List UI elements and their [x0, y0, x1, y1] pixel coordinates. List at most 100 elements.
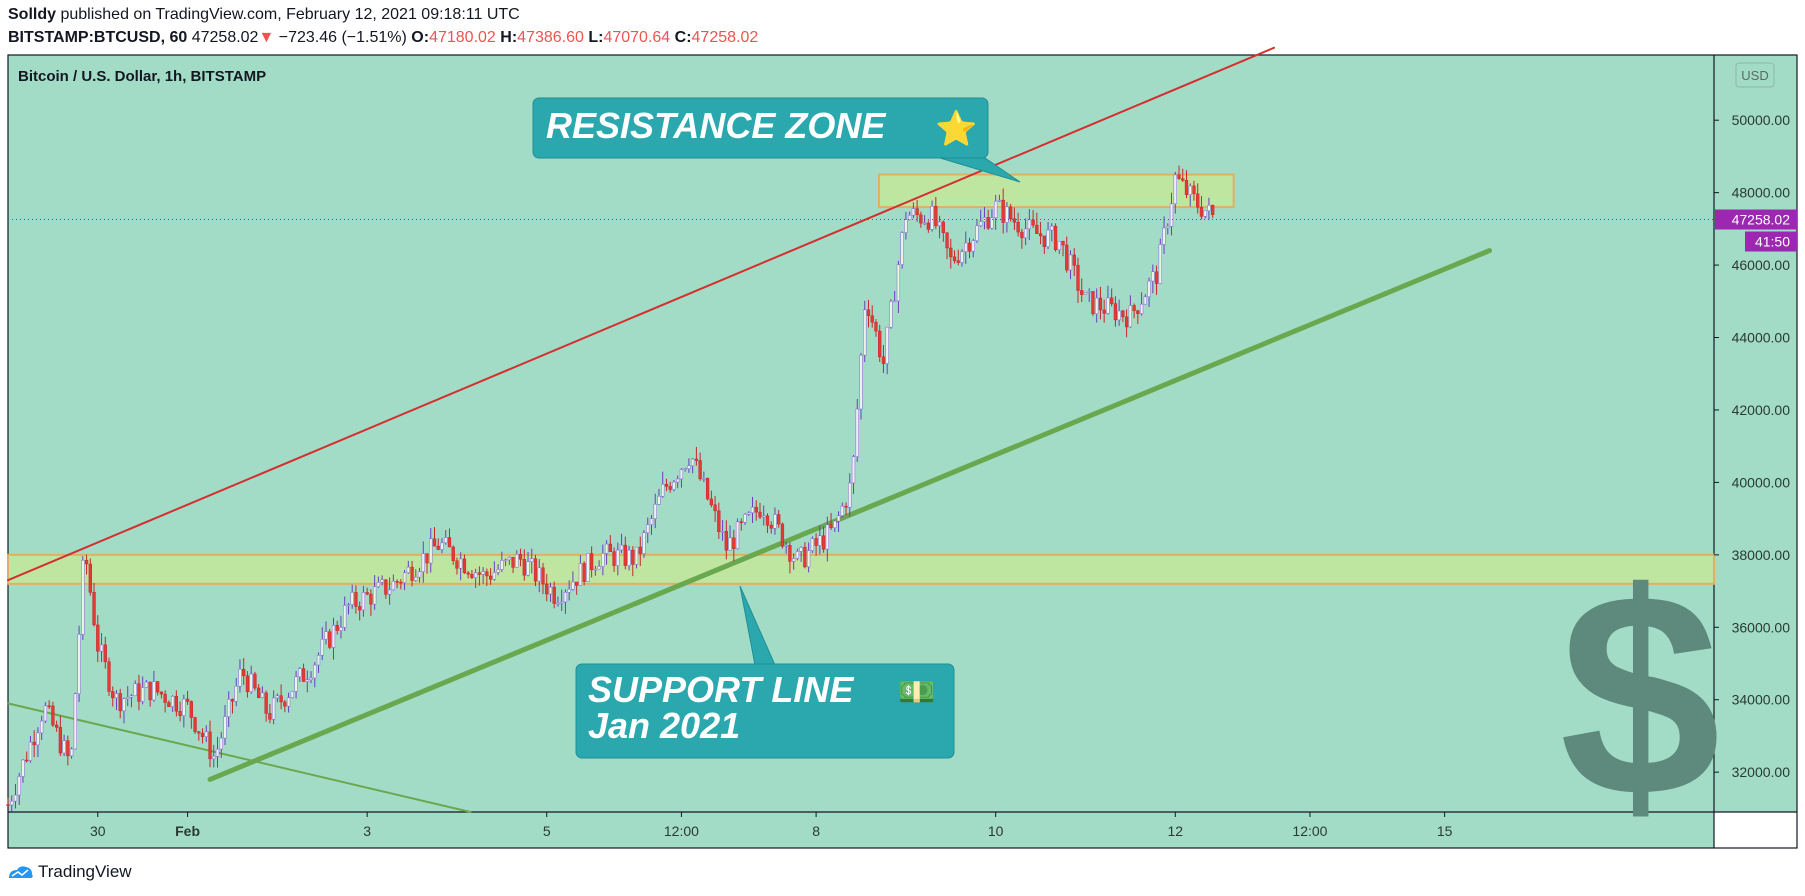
candle-body: [1042, 235, 1046, 247]
candle-body: [930, 205, 934, 230]
y-tick-label: 48000.00: [1732, 185, 1791, 201]
candle-body: [470, 573, 474, 578]
candle-body: [1046, 229, 1050, 247]
y-tick-label: 46000.00: [1732, 257, 1791, 273]
candle-body: [358, 606, 362, 611]
candle-body: [451, 546, 455, 562]
candle-body: [264, 692, 268, 714]
candle-body: [436, 545, 440, 550]
tradingview-logo-icon: [9, 866, 33, 878]
candle-body: [1158, 244, 1162, 284]
candle-body: [664, 484, 669, 487]
candle-body: [234, 686, 238, 702]
candle-body: [971, 240, 975, 252]
x-tick-label: 15: [1437, 823, 1453, 839]
candle-body: [170, 696, 175, 707]
candle-body: [410, 566, 414, 581]
candle-body: [537, 567, 541, 582]
candle-body: [705, 478, 710, 500]
candle-body: [440, 542, 444, 550]
candle-body: [784, 545, 788, 547]
candle-body: [863, 309, 867, 356]
candle-body: [77, 634, 81, 694]
tradingview-brand[interactable]: TradingView: [8, 862, 132, 882]
time-axis[interactable]: [8, 812, 1714, 848]
candle-body: [92, 592, 96, 626]
candle-body: [144, 681, 149, 688]
candle-body: [638, 546, 642, 554]
candle-body: [372, 586, 377, 605]
last-price-tag-label: 47258.02: [1732, 212, 1791, 228]
candle-body: [320, 638, 324, 656]
candle-body: [369, 593, 373, 605]
resistance-trend[interactable]: [7, 46, 1276, 582]
candle-body: [260, 692, 265, 699]
support-zone[interactable]: [7, 553, 1715, 585]
candle-body: [268, 713, 272, 720]
x-tick-label: 30: [90, 823, 106, 839]
candle-body: [208, 731, 212, 760]
candle-body: [631, 549, 635, 565]
candle-body: [952, 256, 957, 261]
candle-body: [672, 481, 676, 490]
candle-body: [444, 537, 448, 544]
candle-body: [945, 232, 949, 249]
candle-body: [432, 538, 437, 547]
candle-body: [1068, 254, 1073, 271]
candle-body: [294, 676, 298, 692]
candle-body: [1173, 174, 1177, 205]
currency-label: USD: [1741, 68, 1768, 83]
support-callout[interactable]: SUPPORT LINE Jan 2021 💵: [575, 585, 955, 759]
candle-body: [859, 354, 863, 410]
candle-body: [649, 518, 654, 525]
candle-body: [496, 569, 500, 573]
candle-body: [1076, 265, 1080, 291]
lower-trend[interactable]: [7, 702, 472, 813]
candle-body: [1016, 221, 1020, 233]
candle-body: [964, 242, 968, 252]
candle-body: [384, 579, 388, 595]
candle-body: [387, 589, 392, 595]
candle-body: [825, 524, 829, 550]
author-name[interactable]: Solldy: [8, 6, 57, 23]
y-tick-label: 34000.00: [1732, 692, 1791, 708]
candle-body: [492, 572, 497, 580]
candle-body: [17, 776, 21, 796]
candle-body: [481, 571, 485, 575]
candle-body: [395, 581, 399, 583]
currency-button[interactable]: [1735, 62, 1775, 88]
candle-body: [739, 521, 743, 523]
candle-body: [238, 668, 242, 687]
candle-body: [937, 221, 942, 227]
candle-body: [586, 553, 590, 582]
candle-body: [283, 701, 287, 707]
high-label: H:: [500, 29, 518, 46]
x-tick-label: 8: [812, 823, 820, 839]
candle-body: [249, 673, 253, 693]
candle-body: [58, 727, 63, 754]
candle-body: [515, 554, 519, 568]
y-tick-label: 44000.00: [1732, 330, 1791, 346]
price-axis[interactable]: [1714, 55, 1797, 812]
candle-body: [994, 200, 998, 219]
y-tick-label: 36000.00: [1732, 619, 1791, 635]
candle-body: [575, 581, 579, 586]
candle-body: [668, 486, 672, 490]
candle-body: [623, 544, 627, 566]
candle-body: [1192, 185, 1196, 195]
candle-body: [1020, 231, 1024, 239]
resistance-callout[interactable]: RESISTANCE ZONE ⭐: [532, 97, 1021, 183]
high-value: 47386.60: [517, 29, 584, 46]
candle-body: [36, 732, 40, 746]
support-callout-date: Jan 2021: [588, 705, 740, 746]
x-tick-label: 10: [988, 823, 1004, 839]
candle-body: [967, 242, 972, 252]
candle-body: [926, 222, 930, 230]
candle-body: [889, 301, 893, 328]
candle-body: [1136, 310, 1140, 314]
symbol-label: BITSTAMP:BTCUSD, 60: [8, 29, 188, 46]
candle-body: [1143, 296, 1147, 305]
candle-body: [28, 741, 33, 761]
candle-body: [279, 695, 283, 703]
